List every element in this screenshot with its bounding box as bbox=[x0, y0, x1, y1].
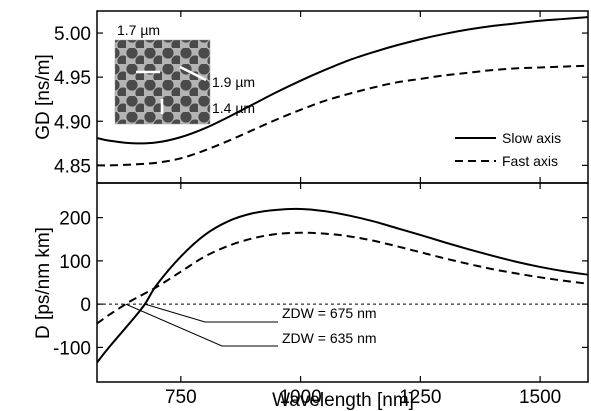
d-fast-axis-line bbox=[97, 231, 588, 325]
legend-fast-label: Fast axis bbox=[502, 153, 558, 169]
zdw-annotations: ZDW = 675 nm ZDW = 635 nm bbox=[125, 303, 377, 347]
x-tick-label: 1000 bbox=[279, 387, 321, 408]
inset-micrograph: 1.7 µm 1.9 µm 1.4 µm bbox=[114, 22, 255, 125]
y-tick-label-bottom: 0 bbox=[80, 295, 91, 316]
legend-slow-label: Slow axis bbox=[502, 130, 561, 146]
x-tick-label: 1500 bbox=[519, 387, 561, 408]
zdw-635-leader bbox=[125, 303, 278, 347]
d-slow-axis-line bbox=[97, 207, 588, 364]
y-tick-label-top: 4.85 bbox=[54, 156, 91, 177]
inset-label-1: 1.7 µm bbox=[117, 22, 160, 38]
y-tick-label-top: 5.00 bbox=[54, 24, 91, 45]
y-tick-label-bottom: 100 bbox=[59, 252, 91, 273]
bottom-axes-frame bbox=[96, 182, 589, 383]
legend: Slow axis Fast axis bbox=[455, 130, 561, 169]
bottom-series-group bbox=[97, 207, 588, 364]
y-tick-label-bottom: 200 bbox=[59, 209, 91, 230]
y-tick-label-bottom: -100 bbox=[53, 338, 91, 359]
tick-labels: 750 1000 1250 1500 4.85 4.90 4.95 5.00 -100 0 100 2… bbox=[53, 24, 561, 408]
y-tick-label-top: 4.90 bbox=[54, 112, 91, 133]
ticks bbox=[97, 11, 588, 382]
x-tick-label: 750 bbox=[165, 387, 197, 408]
x-tick-label: 1250 bbox=[399, 387, 441, 408]
y-tick-label-top: 4.95 bbox=[54, 68, 91, 89]
zdw-675-label: ZDW = 675 nm bbox=[282, 305, 377, 321]
top-series-group bbox=[97, 16, 588, 167]
inset-marker-2 bbox=[179, 65, 207, 82]
zdw-675-leader bbox=[144, 303, 278, 323]
inset-label-2: 1.9 µm bbox=[212, 74, 255, 90]
zdw-635-label: ZDW = 635 nm bbox=[282, 330, 377, 346]
gd-fast-axis-line bbox=[97, 64, 588, 167]
bottom-y-axis-label: D [ps/nm km] bbox=[33, 227, 54, 339]
gd-slow-axis-line bbox=[97, 16, 588, 145]
inset-label-3: 1.4 µm bbox=[212, 100, 255, 116]
top-y-axis-label: GD [ns/m] bbox=[33, 54, 54, 140]
x-axis-label: Wavelength [nm] bbox=[272, 390, 414, 411]
